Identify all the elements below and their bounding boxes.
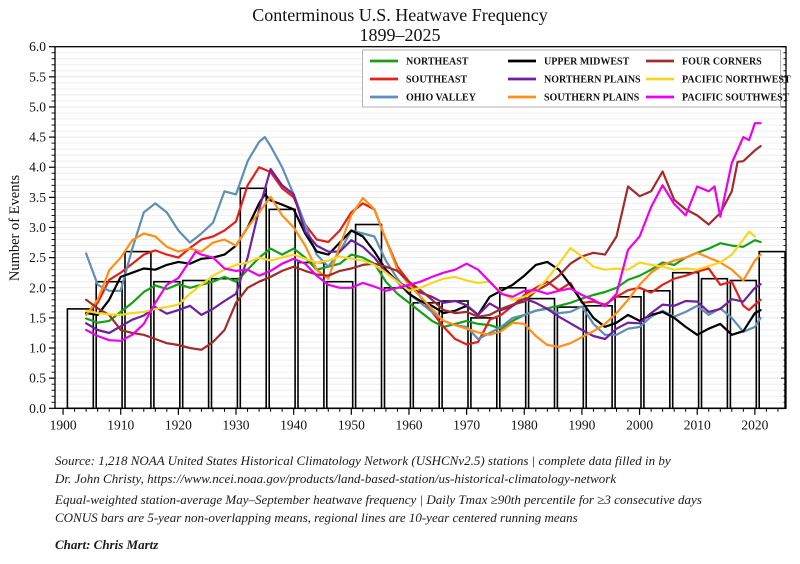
chart-footnotes: Source: 1,218 NOAA United States Histori… (55, 452, 793, 554)
series-upper-midwest (84, 193, 762, 336)
legend-label-pacific-southwest: PACIFIC SOUTHWEST (682, 93, 790, 104)
series-southern-plains (84, 195, 762, 348)
legend-label-southeast: SOUTHEAST (406, 75, 467, 86)
legend-label-southern-plains: SOUTHERN PLAINS (544, 93, 640, 104)
svg-text:2.0: 2.0 (29, 280, 46, 295)
chart-title: Conterminous U.S. Heatwave Frequency 189… (0, 5, 800, 45)
svg-text:2000: 2000 (626, 417, 653, 432)
source-note-line2: Dr. John Christy, https://www.ncei.noaa.… (55, 471, 617, 486)
conus-bar (297, 261, 325, 410)
conus-bar (441, 300, 469, 410)
svg-text:5.5: 5.5 (29, 69, 46, 84)
svg-text:2010: 2010 (684, 417, 711, 432)
svg-text:1980: 1980 (511, 417, 538, 432)
svg-text:4.0: 4.0 (29, 160, 46, 175)
svg-text:5.0: 5.0 (29, 99, 46, 114)
svg-text:3.5: 3.5 (29, 190, 46, 205)
svg-text:1960: 1960 (395, 417, 422, 432)
svg-text:0.5: 0.5 (29, 371, 46, 386)
svg-text:1930: 1930 (223, 417, 250, 432)
conus-bar (210, 277, 239, 410)
means-note: CONUS bars are 5-year non-overlapping me… (55, 510, 578, 525)
series-ohio-valley (84, 135, 762, 341)
svg-text:1.0: 1.0 (29, 341, 46, 356)
legend-box (362, 49, 781, 108)
source-note-line1: Source: 1,218 NOAA United States Histori… (55, 453, 671, 468)
svg-text:3.0: 3.0 (29, 220, 46, 235)
credit-note: Chart: Chris Martz (55, 537, 159, 552)
series-pacific-northwest (84, 230, 757, 316)
legend-label-four-corners: FOUR CORNERS (682, 57, 762, 68)
legend-label-upper-midwest: UPPER MIDWEST (544, 57, 630, 68)
svg-text:1910: 1910 (107, 417, 134, 432)
svg-text:1950: 1950 (338, 417, 365, 432)
series-northeast (84, 239, 762, 330)
legend-label-northern-plains: NORTHERN PLAINS (544, 75, 641, 86)
svg-text:1940: 1940 (280, 417, 307, 432)
x-axis: 1900 1910 1920 1930 1940 1950 1960 1970 1980 1990… (50, 408, 779, 432)
svg-text:1990: 1990 (568, 417, 595, 432)
chart-title-line2: 1899–2025 (359, 25, 441, 45)
series-pacific-southwest (84, 122, 762, 342)
svg-text:6.0: 6.0 (29, 39, 46, 54)
legend-label-ohio-valley: OHIO VALLEY (406, 93, 477, 104)
y-axis: 0.0 0.5 1.0 1.5 2.0 2.5 3.0 3.5 4.0 4.5 5.0 5.5 6.0 (29, 39, 786, 416)
svg-text:2020: 2020 (741, 417, 768, 432)
regional-lines (84, 122, 762, 351)
chart-canvas: 1900 1910 1920 1930 1940 1950 1960 1970 1980 1990… (29, 39, 791, 432)
legend: NORTHEAST SOUTHEAST OHIO VALLEY UPPER MIDWE… (362, 49, 791, 108)
svg-text:1.5: 1.5 (29, 310, 46, 325)
conus-bar (325, 280, 354, 410)
chart-title-line1: Conterminous U.S. Heatwave Frequency (252, 5, 548, 25)
svg-text:4.5: 4.5 (29, 130, 46, 145)
conus-bar (412, 301, 440, 410)
legend-label-pacific-northwest: PACIFIC NORTHWEST (682, 75, 791, 86)
svg-text:0.0: 0.0 (29, 401, 46, 416)
conus-bar (614, 295, 642, 410)
conus-bar (527, 297, 556, 410)
svg-text:1970: 1970 (453, 417, 480, 432)
svg-text:2.5: 2.5 (29, 250, 46, 265)
svg-text:1920: 1920 (165, 417, 192, 432)
legend-label-northeast: NORTHEAST (406, 57, 469, 68)
series-four-corners (84, 144, 762, 351)
method-note: Equal-weighted station-average May–Septe… (55, 492, 702, 507)
conus-bar (700, 277, 729, 410)
svg-text:1900: 1900 (50, 417, 77, 432)
conus-bar (671, 271, 700, 410)
